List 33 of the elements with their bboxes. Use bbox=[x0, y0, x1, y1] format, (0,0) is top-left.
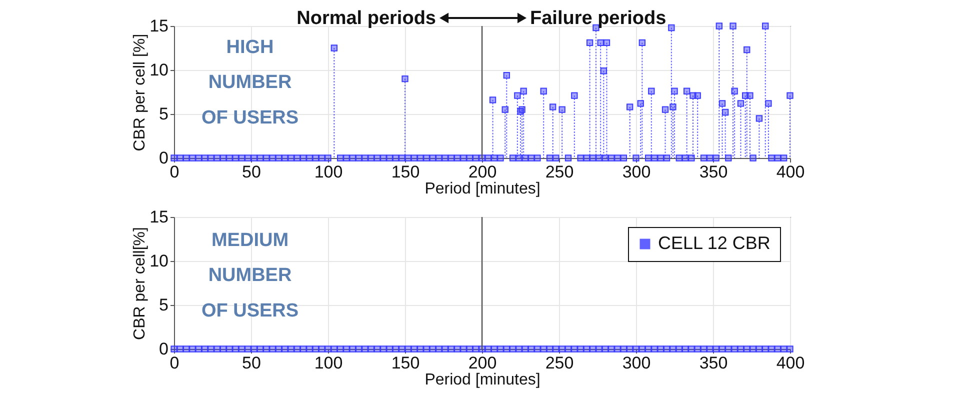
annotation: MEDIUM NUMBER OF USERS bbox=[201, 230, 299, 322]
y-tick-label: 0 bbox=[159, 340, 168, 358]
x-tick-label: 200 bbox=[468, 162, 497, 182]
y-tick-label: 10 bbox=[150, 252, 168, 270]
x-tick-label: 150 bbox=[391, 354, 420, 372]
y-tick-label: 15 bbox=[150, 16, 168, 36]
x-tick-label: 200 bbox=[468, 354, 497, 372]
x-tick-label: 250 bbox=[545, 162, 574, 182]
x-tick-label: 50 bbox=[242, 354, 261, 372]
annotation: Normal periods bbox=[296, 8, 436, 29]
x-tick-label: 400 bbox=[776, 162, 805, 182]
x-tick-label: 100 bbox=[314, 354, 343, 372]
x-tick-label: 300 bbox=[622, 354, 651, 372]
y-tick-label: 15 bbox=[150, 208, 168, 226]
annotation: Failure periods bbox=[530, 8, 666, 29]
x-tick-label: 100 bbox=[314, 162, 343, 182]
annotation: HIGH NUMBER OF USERS bbox=[201, 37, 299, 128]
x-axis-title: Period [minutes] bbox=[424, 372, 540, 388]
x-tick-label: 400 bbox=[776, 354, 805, 372]
y-tick-label: 5 bbox=[159, 296, 168, 314]
y-tick-label: 0 bbox=[159, 148, 168, 168]
x-tick-label: 250 bbox=[545, 354, 574, 372]
x-tick-label: 350 bbox=[699, 162, 728, 182]
y-tick-label: 5 bbox=[159, 104, 168, 124]
y-axis-title: CBR per cell[%] bbox=[132, 227, 149, 340]
x-tick-label: 50 bbox=[242, 162, 261, 182]
legend-label: CELL 12 CBR bbox=[658, 233, 770, 253]
x-tick-label: 150 bbox=[391, 162, 420, 182]
y-axis-title: CBR per cell [%] bbox=[132, 34, 149, 152]
x-axis-title: Period [minutes] bbox=[424, 180, 540, 198]
y-tick-label: 10 bbox=[150, 60, 168, 80]
x-tick-label: 300 bbox=[622, 162, 651, 182]
x-tick-label: 350 bbox=[699, 354, 728, 372]
